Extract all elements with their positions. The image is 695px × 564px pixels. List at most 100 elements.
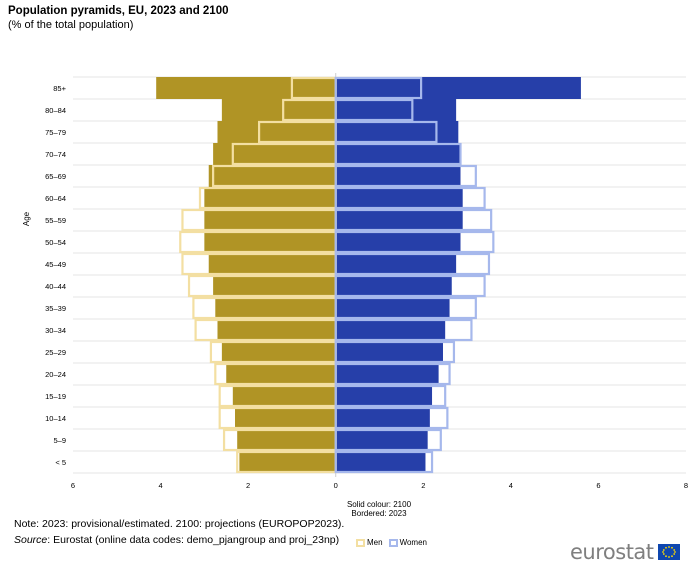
bar-men-2100	[239, 451, 336, 473]
bar-women-2023	[334, 340, 456, 364]
bar-women-2023	[334, 384, 447, 408]
source-label: Source	[14, 534, 48, 546]
source-text: : Eurostat (online data codes: demo_pjan…	[47, 534, 340, 546]
bar-men-2100	[208, 165, 336, 187]
bar-women-2023	[334, 296, 477, 320]
bars-2023	[179, 76, 495, 474]
age-label: 80–84	[45, 106, 66, 115]
bar-women-2023	[334, 318, 473, 342]
bar-women-2023	[334, 230, 495, 254]
bar-women-2100	[335, 319, 446, 341]
bar-women-2023	[334, 406, 449, 430]
bar-women-2100	[335, 385, 433, 407]
bar-men-2100	[208, 253, 336, 275]
bar-women-2023	[334, 362, 451, 386]
age-label: 60–64	[45, 194, 66, 203]
caption-bordered: Bordered: 2023	[351, 509, 407, 518]
x-tick-label: 2	[246, 481, 250, 490]
bar-women-2100	[335, 209, 463, 231]
y-axis-title: Age	[22, 211, 31, 226]
legend-item-men[interactable]: Men	[356, 538, 383, 547]
bar-women-2100	[335, 253, 457, 275]
legend-swatch-men	[356, 538, 365, 547]
age-labels: 85+ 80–84 75–79 70–74 65–69 60–64 55–59 50–54 45…	[45, 84, 66, 467]
bar-men-2100	[221, 99, 336, 121]
bar-women-2100	[335, 231, 461, 253]
legend-label-women: Women	[399, 538, 427, 547]
bar-women-2023	[334, 186, 486, 210]
x-tick-label: 6	[71, 481, 75, 490]
legend-swatch-women	[388, 538, 398, 547]
x-tick-label: 8	[684, 481, 688, 490]
bar-women-2023	[334, 274, 486, 298]
legend-item-women[interactable]: Women	[388, 538, 427, 547]
x-tick-label: 4	[158, 481, 162, 490]
chart-title: Population pyramids, EU, 2023 and 2100	[8, 5, 229, 17]
source-line: Source: Eurostat (online data codes: dem…	[14, 534, 339, 546]
bar-men-2100	[237, 429, 336, 451]
bar-women-2023	[334, 76, 423, 100]
age-label: < 5	[55, 458, 66, 467]
age-label: 10–14	[45, 414, 66, 423]
logo-text: eurostat	[570, 540, 654, 564]
age-label: 85+	[53, 84, 66, 93]
bar-women-2100	[335, 77, 581, 99]
bar-men-2100	[156, 77, 336, 99]
bar-women-2023	[334, 428, 442, 452]
caption-solid: Solid colour: 2100	[346, 500, 412, 509]
bar-men-2100	[213, 275, 336, 297]
bar-men-2100	[213, 143, 336, 165]
bar-women-2100	[335, 187, 463, 209]
bar-women-2100	[335, 297, 450, 319]
bar-women-2023	[334, 450, 434, 474]
age-label: 20–24	[45, 370, 66, 379]
bar-men-2100	[226, 363, 336, 385]
x-tick-labels: 6 4 2 0 2 4 6 8	[71, 481, 688, 490]
bar-women-2100	[335, 99, 457, 121]
age-label: 40–44	[45, 282, 66, 291]
population-pyramid-chart: 85+80–8475–7970–7465–6960–6455–5950–5445…	[22, 73, 688, 490]
bar-men-2100	[232, 385, 336, 407]
bars-2100	[156, 77, 581, 473]
bar-women-2023	[334, 120, 438, 144]
x-tick-label: 4	[509, 481, 513, 490]
footnote: Note: 2023: provisional/estimated. 2100:…	[14, 518, 345, 530]
age-label: 25–29	[45, 348, 66, 357]
age-label: 35–39	[45, 304, 66, 313]
bar-women-2100	[335, 407, 430, 429]
bar-women-2100	[335, 341, 443, 363]
bar-men-2100	[215, 297, 336, 319]
bar-women-2023	[334, 252, 491, 276]
bar-women-2100	[335, 165, 461, 187]
bar-women-2023	[334, 164, 477, 188]
bar-women-2100	[335, 275, 452, 297]
age-label: 65–69	[45, 172, 66, 181]
bar-women-2100	[335, 429, 428, 451]
x-tick-label: 6	[596, 481, 600, 490]
bar-women-2023	[334, 208, 493, 232]
bar-men-2100	[217, 121, 336, 143]
age-label: 45–49	[45, 260, 66, 269]
bar-men-2100	[204, 187, 336, 209]
age-label: 15–19	[45, 392, 66, 401]
age-label: 70–74	[45, 150, 66, 159]
bar-men-2100	[217, 319, 336, 341]
x-tick-label: 0	[334, 481, 338, 490]
bar-men-2100	[235, 407, 336, 429]
bar-women-2100	[335, 121, 459, 143]
age-label: 30–34	[45, 326, 66, 335]
bar-women-2023	[334, 98, 414, 122]
bar-women-2100	[335, 451, 426, 473]
bar-men-2100	[204, 209, 336, 231]
bar-women-2100	[335, 363, 439, 385]
bar-women-2023	[334, 142, 462, 166]
age-label: 50–54	[45, 238, 66, 247]
eurostat-logo: eurostat	[570, 540, 680, 564]
chart-subtitle: (% of the total population)	[8, 19, 134, 31]
legend: Men Women	[356, 538, 429, 547]
legend-label-men: Men	[367, 538, 383, 547]
age-label: 5–9	[53, 436, 66, 445]
eu-flag-icon	[657, 544, 680, 560]
bar-men-2100	[204, 231, 336, 253]
bar-men-2100	[221, 341, 336, 363]
